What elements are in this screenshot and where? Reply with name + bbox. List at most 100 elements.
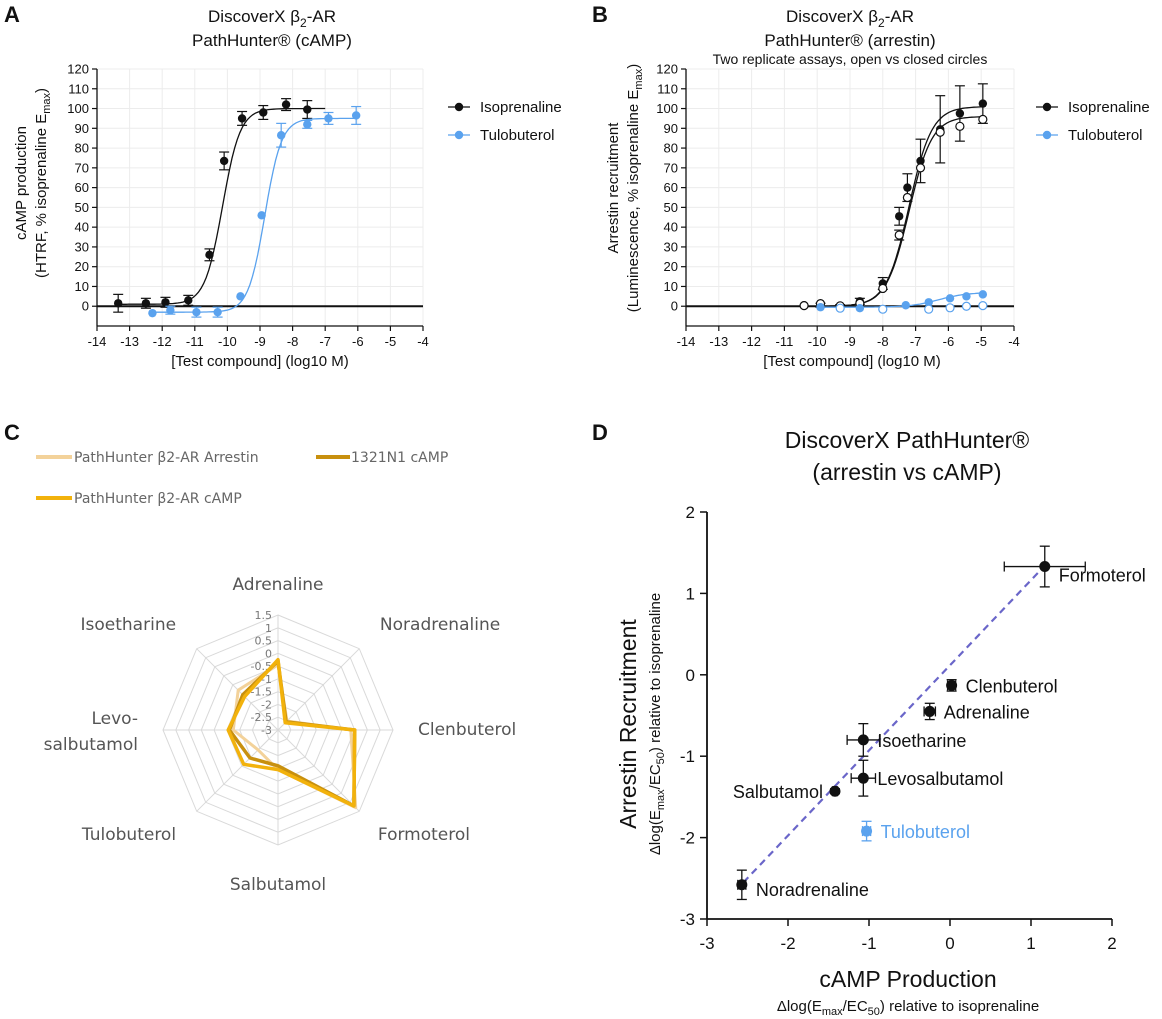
panel-letter-b: B [592, 2, 608, 27]
panel-d-point-isoetharine-marker [857, 734, 869, 746]
panel-d-y-tick-label: -2 [680, 829, 695, 848]
panel-b-tulobuterol-point [924, 298, 933, 307]
panel-d-x-tick-label: 0 [945, 934, 954, 953]
panel-c-axis-label-adrenaline: Adrenaline [232, 575, 323, 595]
panel-c-axis-label-noradrenaline: Noradrenaline [380, 615, 500, 635]
panel-a-isoprenaline-fit-curve [118, 107, 326, 305]
panel-b-isoprenaline-replicate-fit-curve [804, 116, 983, 307]
panel-d-point-noradrenaline-label: Noradrenaline [756, 880, 869, 900]
panel-a-y-tick-label: 80 [75, 141, 89, 156]
panel-b-isoprenaline-point [978, 99, 988, 108]
panel-a-tulobuterol-fit-curve [152, 117, 358, 313]
legend-label-pathhunter-camp: PathHunter β2-AR cAMP [74, 491, 242, 507]
panel-b-legend-isoprenaline-marker [1042, 102, 1052, 112]
panel-a-y-tick-label: 50 [75, 200, 89, 215]
panel-d-x-tick-label: -1 [861, 934, 876, 953]
panel-d-x-axis-sublabel: Δlog(Emax/EC50) relative to isoprenaline [777, 998, 1039, 1018]
panel-d-y-tick-label: -1 [680, 747, 695, 766]
panel-b-x-axis-label: [Test compound] (log10 M) [763, 353, 941, 370]
panel-b-isoprenaline-point [955, 109, 965, 118]
panel-a-tulobuterol-point [192, 307, 201, 317]
panel-b-tulobuterol-point [816, 303, 825, 312]
panel-a-tulobuterol-point [276, 131, 286, 140]
panel-d-y-axis-label: Arrestin Recruitment [615, 619, 641, 829]
panel-b-y-tick-label: 60 [664, 180, 678, 195]
panel-a-isoprenaline-point [219, 156, 229, 166]
panel-a-legend-isoprenaline-label: Isoprenaline [480, 99, 562, 116]
panel-a-x-tick-label: -13 [120, 334, 139, 349]
panel-a-isoprenaline-point [303, 105, 312, 114]
panel-d-point-tulobuterol-label: Tulobuterol [881, 822, 970, 842]
panel-c-ring-label: 0 [265, 647, 272, 660]
panel-d-point-formoterol-marker [1039, 561, 1051, 573]
panel-a-tulobuterol-point [166, 305, 175, 315]
panel-b-y-tick-label: 0 [671, 299, 678, 314]
panel-c-ring-label: 0.5 [255, 635, 273, 648]
panel-b-y-tick-label: 10 [664, 279, 678, 294]
panel-letter-a: A [4, 2, 20, 27]
panel-b-tulobuterol-replicate-point [835, 303, 845, 313]
panel-b-x-tick-label: -12 [742, 334, 761, 349]
panel-b-isoprenaline-replicate-point [799, 301, 809, 311]
panel-b-y-tick-label: 90 [664, 121, 678, 136]
panel-b-x-tick-label: -11 [775, 334, 793, 349]
panel-b-y-tick-label: 120 [656, 62, 678, 77]
panel-c-ring-label: -1 [261, 673, 272, 686]
panel-a-y-tick-label: 110 [68, 81, 89, 96]
panel-d-y-tick-label: 0 [686, 666, 695, 685]
panel-a-x-tick-label: -8 [287, 334, 299, 349]
panel-d-x-tick-label: -2 [780, 934, 795, 953]
panel-a-y-tick-label: 10 [75, 279, 89, 294]
panel-a-x-tick-label: -11 [186, 334, 204, 349]
panel-c-ring-label: -2.5 [251, 711, 272, 724]
panel-a-y-tick-label: 70 [75, 160, 89, 175]
panel-a-isoprenaline-point [259, 108, 268, 117]
panel-a-isoprenaline-point [113, 299, 123, 308]
panel-a-tulobuterol-point [257, 211, 266, 220]
panel-d-point-isoetharine-label: Isoetharine [877, 731, 966, 751]
panel-a-y-axis-label-line2: (HTRF, % isoprenaline Emax) [33, 88, 53, 278]
panel-b-y-tick-label: 30 [664, 239, 678, 254]
panel-d-point-formoterol-label: Formoterol [1059, 566, 1146, 586]
panel-d-y-tick-label: 1 [686, 584, 695, 603]
panel-a-chart: DiscoverX β2-AR PathHunter® (cAMP) [Test… [13, 7, 562, 370]
panel-d-chart: DiscoverX PathHunter® (arrestin vs cAMP)… [615, 427, 1146, 1018]
panel-b-x-tick-label: -13 [709, 334, 728, 349]
panel-b-isoprenaline-replicate-point [894, 230, 904, 240]
panel-b-x-tick-label: -6 [943, 334, 955, 349]
panel-c-axis-label-tulobuterol: Tulobuterol [81, 825, 176, 845]
panel-a-x-tick-label: -5 [385, 334, 397, 349]
panel-b-y-tick-label: 80 [664, 141, 678, 156]
panel-a-isoprenaline-point [237, 114, 247, 123]
panel-a-x-tick-label: -4 [417, 334, 429, 349]
panel-b-title-line2: PathHunter® (arrestin) [764, 31, 935, 50]
panel-a-y-axis-label-line1: cAMP production [13, 126, 30, 240]
panel-b-tulobuterol-replicate-point [924, 304, 934, 314]
panel-b-x-tick-label: -9 [844, 334, 856, 349]
panel-b-isoprenaline-replicate-point [955, 121, 965, 131]
panel-d-x-axis-label: cAMP Production [819, 966, 996, 992]
panel-a-x-tick-label: -9 [254, 334, 266, 349]
panel-b-legend-isoprenaline-label: Isoprenaline [1068, 99, 1150, 116]
panel-a-title-line2: PathHunter® (cAMP) [192, 31, 352, 50]
panel-b-isoprenaline-fit-curve [804, 106, 983, 307]
panel-b-title-line3: Two replicate assays, open vs closed cir… [713, 51, 988, 67]
panel-b-tulobuterol-point [962, 292, 971, 301]
panel-b-isoprenaline-replicate-point [878, 283, 888, 294]
panel-b-tulobuterol-replicate-point [878, 304, 888, 314]
panel-a-title-line1: DiscoverX β2-AR [208, 7, 336, 30]
panel-b-x-tick-label: -7 [910, 334, 922, 349]
panel-letter-c: C [4, 420, 20, 445]
panel-a-isoprenaline-point [205, 250, 214, 260]
panel-a-legend-tulobuterol-label: Tulobuterol [480, 127, 555, 144]
legend-label-1321n1-camp: 1321N1 cAMP [351, 450, 448, 466]
panel-c-radar-chart: PathHunter β2-AR Arrestin 1321N1 cAMP Pa… [36, 450, 516, 895]
panel-b-isoprenaline-point [903, 183, 912, 192]
panel-b-isoprenaline-replicate-point [902, 192, 913, 203]
panel-c-radar-spoke [196, 729, 279, 812]
panel-b-y-tick-label: 100 [656, 101, 678, 116]
panel-a-x-axis-label: [Test compound] (log10 M) [171, 353, 349, 370]
panel-b-tulobuterol-point [901, 301, 910, 310]
legend-label-arrestin: PathHunter β2-AR Arrestin [74, 450, 259, 466]
